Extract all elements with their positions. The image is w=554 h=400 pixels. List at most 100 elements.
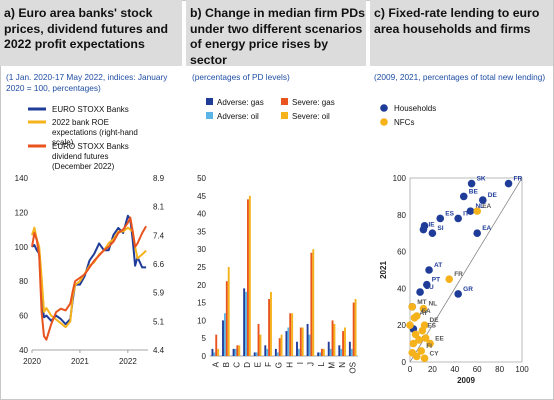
bar-C-2 [236,345,239,356]
legend-label-line: scale) [52,138,74,147]
bar-C-0 [232,348,235,356]
point-label: SK [477,176,486,183]
y-left-tick-label: 40 [19,346,28,355]
bar-D-1 [245,291,247,356]
y-tick-label: 45 [197,192,206,201]
category-label: H [285,362,294,368]
y-tick-label: 0 [402,358,407,367]
category-label: I [296,362,305,364]
bar-A-1 [213,352,216,356]
bar-L-0 [317,352,320,356]
panel-a-subtitle: (1 Jan. 2020-17 May 2022, indices: Janua… [6,72,168,93]
panel-b-title: b) Change in median firm PDs under two d… [190,6,365,67]
y-tick-label: 0 [202,352,207,361]
point-households-PT [423,280,431,289]
panel-c-subtitle: (2009, 2021, percentages of total new le… [374,72,546,82]
y-right-tick-label: 6.6 [153,260,165,269]
point-label: NL [428,301,437,308]
legend-label-1: Adverse: oil [217,112,259,121]
bar-I-2 [299,327,302,356]
legend-label-line: EURO STOXX Banks [52,142,129,151]
point-nfcs-LT [409,339,418,348]
point-label: DE [488,192,498,199]
category-label: F [264,362,273,367]
bar-C-3 [238,345,241,356]
bar-B-3 [227,267,230,356]
bar-B-0 [222,320,224,356]
panel-b: b) Change in median firm PDs under two d… [186,0,366,400]
x-axis-title: 2009 [457,376,475,385]
chart-b: Adverse: gas Adverse: oil Severe: gas Sever… [197,98,358,374]
legend-label-1: 2022 bank ROE expectations (right-hand sca… [52,118,138,147]
y-tick-label: 20 [397,321,406,330]
y-tick-label: 60 [397,248,406,257]
category-label: L [317,361,326,366]
point-label: EA [422,308,431,315]
legend-label-0: Adverse: gas [217,98,264,107]
point-households-SK [467,179,476,188]
x-tick-label: 100 [515,365,529,374]
point-households-SI [428,229,437,237]
point-nfcs-EE [426,339,434,348]
bar-OS-2 [352,302,355,356]
point-households-FR [504,179,513,188]
legend-label-line: expectations (right-hand [52,128,138,137]
x-tick-label: 2020 [23,357,41,366]
x-tick-label: 2022 [119,357,137,366]
chart-c: Households NFCs 0 20 40 60 80 100 0 20 40 60 80 100 20… [379,104,529,385]
category-label: E [254,362,263,367]
bar-J-3 [312,249,315,356]
bar-E-1 [255,352,258,356]
bar-J-1 [308,334,311,356]
point-label: FR [514,176,523,183]
point-label: FR [454,271,463,278]
bar-G-2 [278,338,281,356]
panel-a: a) Euro area banks' stock prices, divide… [0,0,182,400]
x-tick-label: 20 [428,365,437,374]
point-label: SI [437,225,443,232]
y-tick-label: 100 [393,174,407,183]
bar-A-2 [215,334,218,356]
y-tick-label: 15 [197,299,206,308]
bar-N-0 [338,345,341,356]
point-label: IE [428,222,435,229]
y-tick-label: 30 [197,245,206,254]
bar-I-1 [297,348,300,356]
point-nfcs-CY [420,354,429,363]
bar-J-2 [310,252,313,356]
bar-E-0 [253,352,256,356]
panel-c-title-box: c) Fixed-rate lending to euro area house… [370,0,553,66]
x-tick-label: 2021 [71,357,89,366]
bar-D-0 [243,288,246,356]
legend-swatch-3 [281,112,288,119]
bar-F-1 [266,348,269,356]
category-label: J [306,362,315,366]
point-label: PT [432,277,440,284]
y-tick-label: 10 [197,316,206,325]
point-households-DE [479,196,487,204]
x-tick-label: 60 [473,365,482,374]
y-tick-label: 25 [197,263,206,272]
point-households-IT [454,214,462,223]
point-label: BE [469,188,479,195]
point-nfcs [415,336,423,344]
bar-J-0 [306,323,309,356]
bar-A-0 [211,348,214,356]
y-right-tick-label: 5.1 [153,317,165,326]
panel-b-subtitle: (percentages of PD levels) [192,72,290,82]
point-label: IT [463,210,469,217]
point-nfcs-EA [412,312,421,320]
point-label: EA [482,203,491,210]
panel-c-title: c) Fixed-rate lending to euro area house… [374,6,540,36]
point-nfcs [412,352,421,361]
bar-N-3 [344,327,346,356]
point-households-BE [459,192,468,201]
legend-label-line: 2022 bank ROE [52,118,109,127]
bar-L-3 [322,348,325,356]
legend-label-line: EURO STOXX Banks [52,105,129,114]
bar-G-1 [276,352,279,356]
legend-label-line: dividend futures [52,152,108,161]
point-nfcs-NL [419,304,428,313]
legend-swatch-2 [281,98,288,105]
